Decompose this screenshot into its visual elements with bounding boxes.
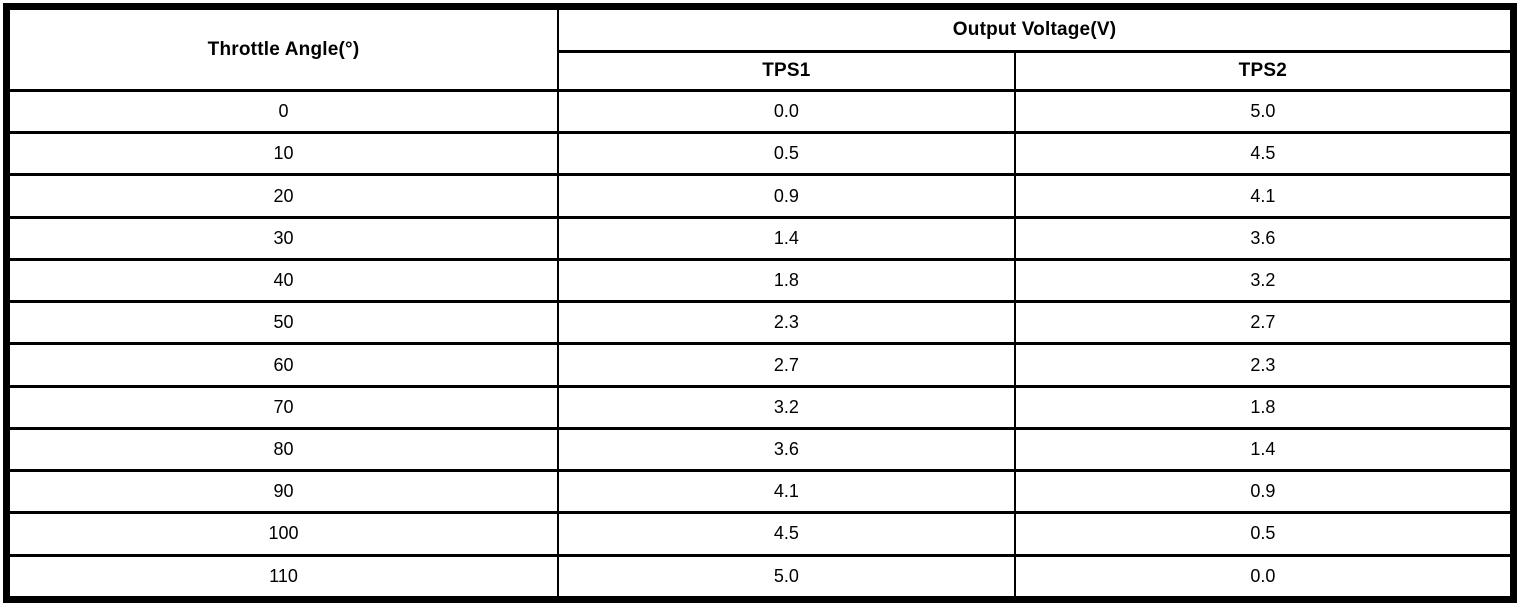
angle-cell: 70 — [5, 384, 560, 430]
table-row: 50 2.3 2.7 — [5, 300, 1515, 346]
sub-header-row: TPS1 TPS2 — [7, 50, 1515, 92]
tps1-cell: 1.4 — [557, 215, 1016, 261]
tps1-cell: 4.5 — [557, 511, 1016, 557]
tps1-cell: 0.5 — [557, 131, 1016, 177]
throttle-angle-header-cell: Throttle Angle(°) — [5, 5, 560, 92]
table-row: 0 0.0 5.0 — [5, 88, 1515, 135]
tps2-cell: 2.3 — [1013, 342, 1515, 388]
angle-cell: 40 — [5, 257, 560, 304]
table-row: 30 1.4 3.6 — [5, 215, 1515, 261]
angle-cell: 10 — [5, 131, 560, 177]
tps2-cell: 3.6 — [1013, 215, 1515, 261]
tps1-cell: 3.6 — [557, 426, 1016, 473]
angle-cell: 60 — [5, 342, 560, 388]
table-row: 100 4.5 0.5 — [5, 511, 1515, 557]
tps1-cell: 4.1 — [557, 469, 1016, 515]
group-header-row: Throttle Angle(°) Output Voltage(V) — [5, 5, 1515, 92]
table-row: 70 3.2 1.8 — [5, 384, 1515, 430]
throttle-position-sensor-table: Throttle Angle(°) Output Voltage(V) TPS1… — [3, 3, 1517, 603]
tps2-cell: 3.2 — [1013, 257, 1515, 304]
table-row: 90 4.1 0.9 — [5, 469, 1515, 515]
tps1-cell: 3.2 — [557, 384, 1016, 430]
table-header: Throttle Angle(°) Output Voltage(V) TPS1… — [5, 5, 1515, 92]
tps1-cell: 1.8 — [557, 257, 1016, 304]
tps2-cell: 1.4 — [1013, 426, 1515, 473]
tps2-cell: 2.7 — [1013, 300, 1515, 346]
angle-cell: 20 — [5, 173, 560, 219]
tps2-cell: 5.0 — [1013, 88, 1515, 135]
tps2-header-cell: TPS2 — [1013, 50, 1515, 92]
tps2-cell: 4.5 — [1013, 131, 1515, 177]
angle-cell: 30 — [5, 215, 560, 261]
tps1-cell: 5.0 — [557, 553, 1016, 602]
angle-cell: 100 — [5, 511, 560, 557]
tps2-cell: 4.1 — [1013, 173, 1515, 219]
tps2-cell: 0.9 — [1013, 469, 1515, 515]
tps1-cell: 0.9 — [557, 173, 1016, 219]
angle-cell: 90 — [5, 469, 560, 515]
tps1-cell: 2.7 — [557, 342, 1016, 388]
tps1-cell: 2.3 — [557, 300, 1016, 346]
angle-cell: 110 — [5, 553, 560, 602]
table-body: 0 0.0 5.0 10 0.5 4.5 20 0.9 4.1 30 1.4 3.6 40 1.8 3.2 5… — [5, 88, 1515, 602]
tps2-cell: 0.5 — [1013, 511, 1515, 557]
table-row: 40 1.8 3.2 — [5, 257, 1515, 304]
table-row: 80 3.6 1.4 — [5, 426, 1515, 473]
angle-cell: 0 — [5, 88, 560, 135]
output-voltage-group-header-cell: Output Voltage(V) — [557, 5, 1515, 53]
tps2-cell: 0.0 — [1013, 553, 1515, 602]
angle-cell: 80 — [5, 426, 560, 473]
tps2-cell: 1.8 — [1013, 384, 1515, 430]
table-row: 110 5.0 0.0 — [5, 553, 1515, 602]
table-row: 10 0.5 4.5 — [5, 131, 1515, 177]
tps1-cell: 0.0 — [557, 88, 1016, 135]
table-row: 60 2.7 2.3 — [5, 342, 1515, 388]
tps1-header-cell: TPS1 — [557, 50, 1016, 92]
angle-cell: 50 — [5, 300, 560, 346]
table-row: 20 0.9 4.1 — [5, 173, 1515, 219]
